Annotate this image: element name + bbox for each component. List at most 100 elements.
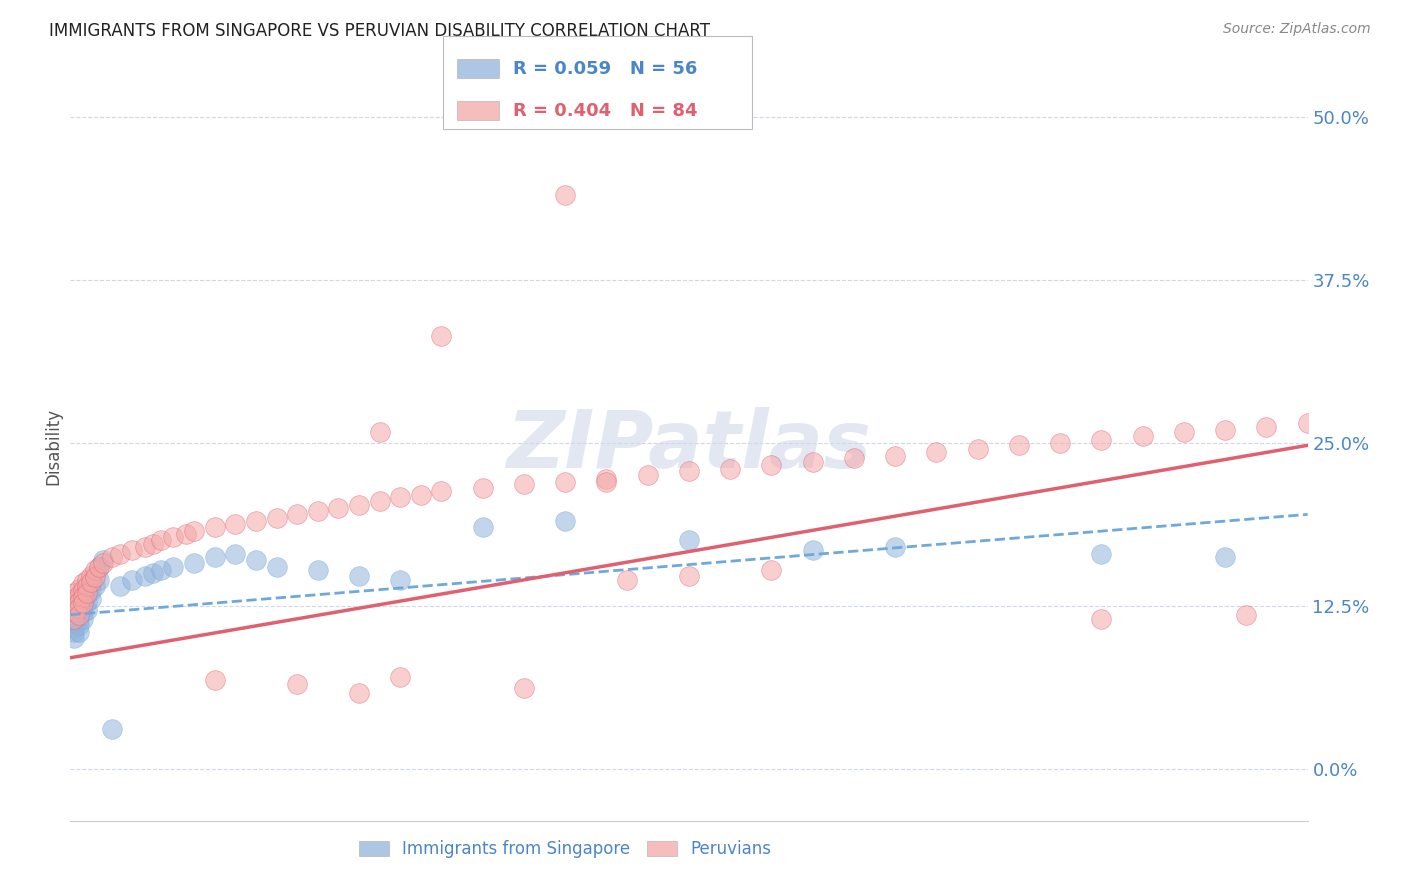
Point bbox=[67, 618, 90, 632]
Point bbox=[266, 559, 288, 574]
Point bbox=[142, 566, 165, 580]
Point bbox=[76, 595, 98, 609]
Point bbox=[89, 559, 111, 574]
Point bbox=[67, 602, 90, 616]
Point bbox=[842, 451, 865, 466]
Point bbox=[63, 607, 86, 622]
Point bbox=[63, 599, 86, 613]
Point bbox=[72, 605, 94, 619]
Point bbox=[1213, 423, 1236, 437]
Text: IMMIGRANTS FROM SINGAPORE VS PERUVIAN DISABILITY CORRELATION CHART: IMMIGRANTS FROM SINGAPORE VS PERUVIAN DI… bbox=[49, 22, 710, 40]
Point bbox=[67, 612, 90, 626]
Point bbox=[67, 624, 90, 639]
Point bbox=[307, 564, 329, 578]
Point bbox=[72, 596, 94, 610]
Point bbox=[801, 455, 824, 469]
Point bbox=[63, 602, 86, 616]
Point bbox=[108, 547, 131, 561]
Point bbox=[1132, 429, 1154, 443]
Point bbox=[595, 472, 617, 486]
Point bbox=[76, 588, 98, 602]
Point bbox=[63, 585, 86, 599]
Point bbox=[307, 503, 329, 517]
Point bbox=[72, 592, 94, 607]
Point bbox=[67, 588, 90, 602]
Point bbox=[80, 568, 103, 582]
Point bbox=[285, 677, 308, 691]
Point bbox=[884, 449, 907, 463]
Point bbox=[150, 564, 173, 578]
Point bbox=[162, 530, 184, 544]
Point bbox=[637, 468, 659, 483]
Point bbox=[72, 590, 94, 604]
Point bbox=[554, 514, 576, 528]
Point bbox=[595, 475, 617, 489]
Point bbox=[80, 584, 103, 599]
Text: Source: ZipAtlas.com: Source: ZipAtlas.com bbox=[1223, 22, 1371, 37]
Point bbox=[72, 612, 94, 626]
Point bbox=[368, 494, 391, 508]
Point bbox=[1213, 550, 1236, 565]
Point bbox=[91, 556, 114, 570]
Point bbox=[63, 595, 86, 609]
Point bbox=[63, 612, 86, 626]
Point bbox=[925, 445, 948, 459]
Point bbox=[67, 595, 90, 609]
Point bbox=[1256, 420, 1278, 434]
Point bbox=[884, 540, 907, 554]
Point bbox=[616, 573, 638, 587]
Point bbox=[266, 511, 288, 525]
Point bbox=[63, 624, 86, 639]
Point bbox=[678, 568, 700, 582]
Point bbox=[966, 442, 988, 457]
Text: R = 0.404   N = 84: R = 0.404 N = 84 bbox=[513, 102, 697, 120]
Point bbox=[80, 592, 103, 607]
Point bbox=[72, 599, 94, 613]
Point bbox=[63, 615, 86, 630]
Point bbox=[174, 527, 197, 541]
Point bbox=[204, 673, 226, 687]
Point bbox=[718, 462, 741, 476]
Point bbox=[1008, 438, 1031, 452]
Y-axis label: Disability: Disability bbox=[44, 408, 62, 484]
Point bbox=[63, 621, 86, 635]
Point bbox=[204, 520, 226, 534]
Point bbox=[1090, 612, 1112, 626]
Point bbox=[67, 601, 90, 615]
Point bbox=[224, 516, 246, 531]
Point bbox=[76, 585, 98, 599]
Point bbox=[100, 723, 122, 737]
Point bbox=[347, 568, 370, 582]
Point bbox=[328, 500, 350, 515]
Point bbox=[150, 533, 173, 548]
Point bbox=[76, 602, 98, 616]
Point bbox=[63, 605, 86, 619]
Point bbox=[84, 564, 107, 578]
Point bbox=[72, 576, 94, 591]
Point bbox=[678, 533, 700, 548]
Point bbox=[89, 573, 111, 587]
Point bbox=[224, 547, 246, 561]
Point bbox=[121, 573, 143, 587]
Point bbox=[245, 553, 267, 567]
Point bbox=[76, 573, 98, 587]
Point bbox=[761, 458, 783, 472]
Point bbox=[389, 491, 412, 505]
Point bbox=[100, 550, 122, 565]
Point bbox=[245, 514, 267, 528]
Point bbox=[1173, 425, 1195, 440]
Point bbox=[121, 542, 143, 557]
Point bbox=[91, 553, 114, 567]
Point bbox=[389, 573, 412, 587]
Point bbox=[76, 579, 98, 593]
Point bbox=[183, 556, 205, 570]
Text: ZIPatlas: ZIPatlas bbox=[506, 407, 872, 485]
Point bbox=[471, 481, 494, 495]
Point bbox=[84, 570, 107, 584]
Point bbox=[183, 524, 205, 539]
Text: R = 0.059   N = 56: R = 0.059 N = 56 bbox=[513, 60, 697, 78]
Point bbox=[554, 188, 576, 202]
Point bbox=[63, 631, 86, 645]
Point bbox=[513, 477, 536, 491]
Point bbox=[554, 475, 576, 489]
